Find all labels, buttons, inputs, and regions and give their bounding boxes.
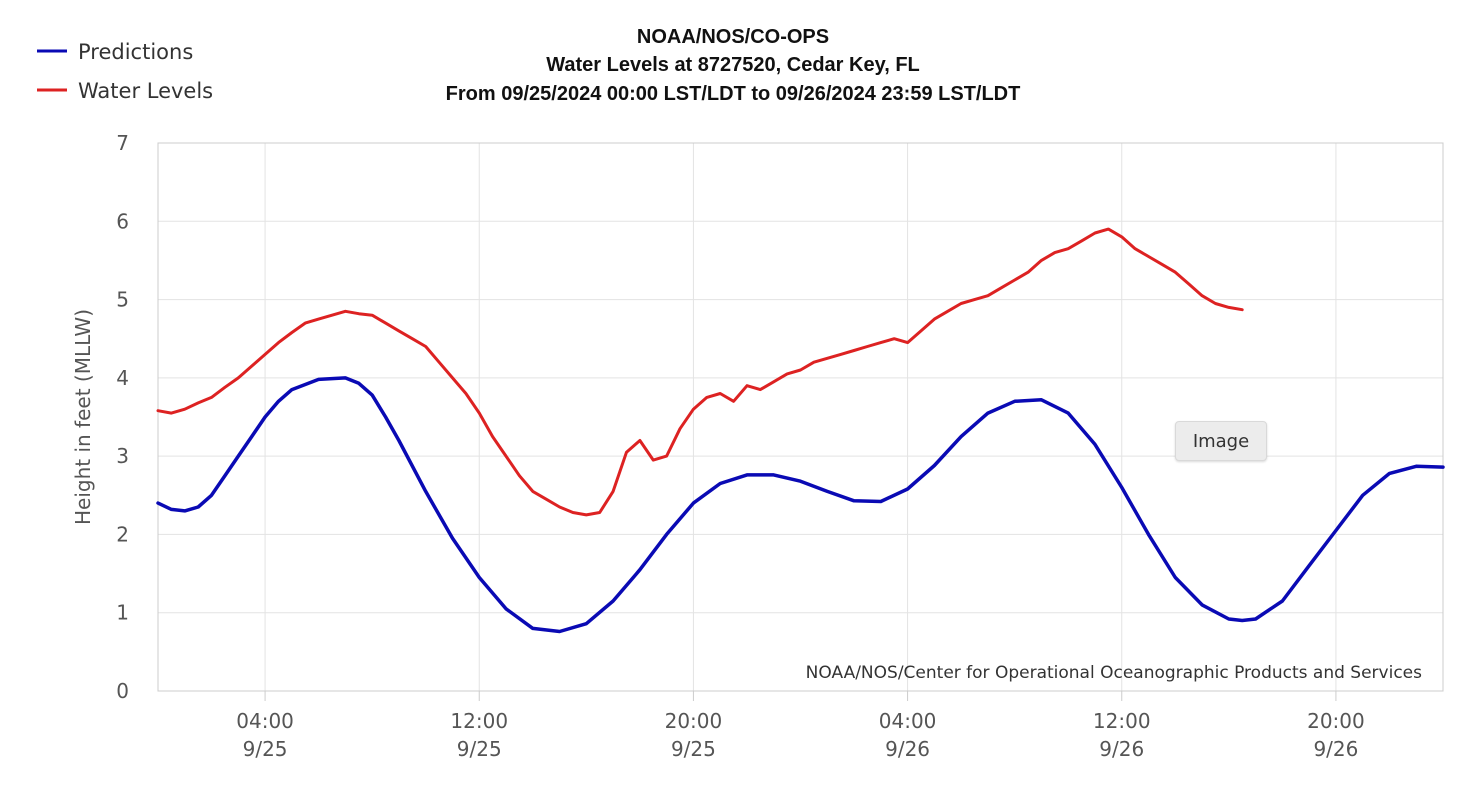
legend-label-water-levels[interactable]: Water Levels	[78, 79, 213, 103]
x-tick-time: 04:00	[236, 709, 294, 733]
image-badge[interactable]: Image	[1175, 421, 1267, 461]
x-tick-time: 12:00	[1093, 709, 1151, 733]
x-tick-time: 04:00	[879, 709, 937, 733]
y-tick-label: 2	[116, 522, 129, 546]
y-tick-label: 0	[116, 679, 129, 703]
chart-credit: NOAA/NOS/Center for Operational Oceanogr…	[806, 663, 1422, 683]
series-lines	[156, 227, 1445, 634]
x-tick-time: 20:00	[665, 709, 723, 733]
x-tick-date: 9/25	[457, 737, 502, 761]
grid	[158, 142, 1443, 692]
x-tick-time: 12:00	[450, 709, 508, 733]
x-tick-date: 9/26	[1099, 737, 1144, 761]
legend-label-predictions[interactable]: Predictions	[78, 40, 193, 64]
y-tick-label: 7	[116, 131, 129, 155]
chart-title: NOAA/NOS/CO-OPS Water Levels at 8727520,…	[446, 26, 1021, 105]
y-tick-label: 5	[116, 288, 129, 312]
series-line-water-levels	[156, 227, 1244, 517]
y-tick-label: 4	[116, 366, 129, 390]
x-tick-date: 9/26	[885, 737, 930, 761]
y-axis: 0 1 2 3 4 5 6 7	[116, 131, 129, 703]
chart-title-line-2: Water Levels at 8727520, Cedar Key, FL	[546, 54, 920, 76]
y-tick-label: 6	[116, 209, 129, 233]
chart-title-line-1: NOAA/NOS/CO-OPS	[637, 26, 829, 48]
y-tick-label: 1	[116, 601, 129, 625]
y-tick-label: 3	[116, 444, 129, 468]
x-tick-date: 9/25	[243, 737, 288, 761]
x-tick-date: 9/26	[1313, 737, 1358, 761]
chart-title-line-3: From 09/25/2024 00:00 LST/LDT to 09/26/2…	[446, 83, 1021, 105]
y-axis-label: Height in feet (MLLW)	[71, 309, 95, 525]
x-tick-time: 20:00	[1307, 709, 1365, 733]
legend[interactable]: Predictions Water Levels	[37, 40, 213, 103]
plot-area-border	[157, 142, 1444, 692]
x-axis: 04:00 9/25 12:00 9/25 20:00 9/25 04:00 9/26 12:0…	[236, 691, 1365, 761]
x-tick-date: 9/25	[671, 737, 716, 761]
series-line-predictions	[156, 376, 1445, 634]
